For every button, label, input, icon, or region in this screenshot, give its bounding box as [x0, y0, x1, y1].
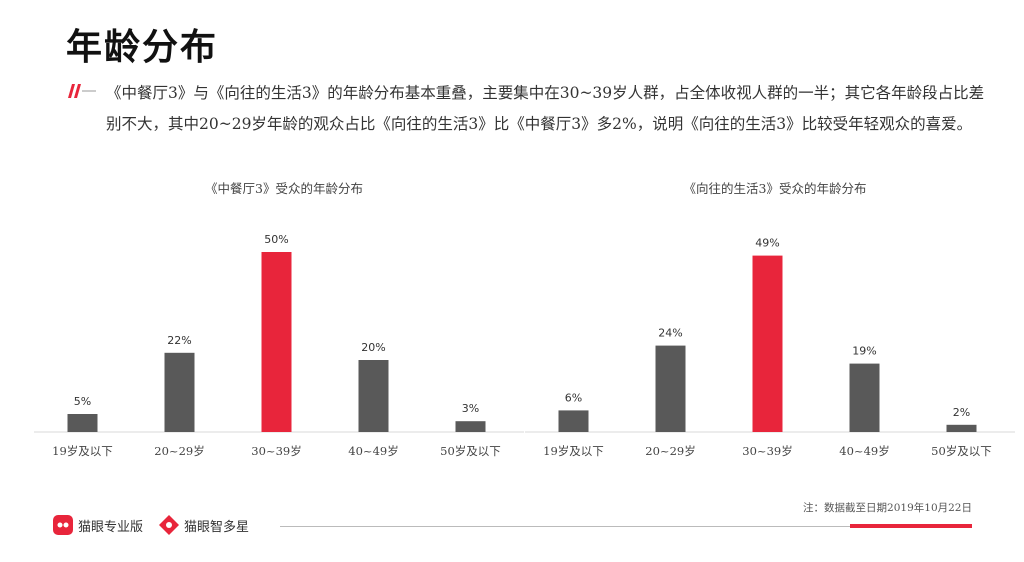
bar-4	[455, 421, 486, 432]
value-label-4: 3%	[462, 402, 479, 415]
bar-0	[558, 410, 589, 432]
logo-b-text: 猫眼智多星	[184, 519, 250, 535]
category-label-0: 19岁及以下	[543, 444, 604, 458]
summary-text: 《中餐厅3》与《向往的生活3》的年龄分布基本重叠，主要集中在30~39岁人群，占…	[106, 84, 985, 133]
maoyan-zhiduoxing-logo: 猫眼智多星	[158, 512, 249, 538]
category-label-3: 40~49岁	[839, 444, 889, 458]
bar-4	[946, 424, 977, 432]
chart-svg: 5% 19岁及以下 22% 20~29岁 50% 30~39岁 20% 40~49岁 3% 50岁…	[34, 233, 524, 458]
value-label-1: 24%	[658, 327, 682, 340]
slash-accent-icon	[68, 84, 96, 98]
star-logo-icon	[159, 515, 179, 535]
footer-accent-bar	[850, 524, 972, 528]
bar-3	[849, 363, 880, 432]
maoyan-pro-logo: 猫眼专业版	[52, 512, 143, 538]
bar-3	[358, 360, 389, 432]
bar-1	[164, 352, 195, 432]
chart-title: 《中餐厅3》受众的年龄分布	[205, 181, 363, 196]
value-label-1: 22%	[167, 334, 191, 347]
category-label-4: 50岁及以下	[931, 444, 992, 458]
chart-zhongcanting: 《中餐厅3》受众的年龄分布 5% 19岁及以下 22% 20~29岁 50% 30~39岁…	[34, 172, 534, 472]
category-label-1: 20~29岁	[645, 444, 695, 458]
value-label-2: 49%	[755, 237, 779, 250]
chart-title: 《向往的生活3》受众的年龄分布	[683, 181, 867, 196]
category-label-0: 19岁及以下	[52, 444, 113, 458]
footer-divider	[280, 526, 972, 527]
value-label-3: 20%	[361, 341, 385, 354]
value-label-0: 5%	[74, 395, 91, 408]
chart-xiangwang: 《向往的生活3》受众的年龄分布 6% 19岁及以下 24% 20~29岁 49% 30~3…	[525, 172, 1024, 472]
category-label-2: 30~39岁	[251, 444, 301, 458]
logo-a-text: 猫眼专业版	[78, 519, 144, 535]
category-label-4: 50岁及以下	[440, 444, 501, 458]
bar-0	[67, 414, 98, 432]
category-label-3: 40~49岁	[348, 444, 398, 458]
category-label-2: 30~39岁	[742, 444, 792, 458]
category-label-1: 20~29岁	[154, 444, 204, 458]
cat-logo-icon	[53, 515, 73, 535]
bar-2	[752, 255, 783, 432]
data-date-note: 注：数据截至日期2019年10月22日	[803, 502, 972, 514]
chart-svg: 6% 19岁及以下 24% 20~29岁 49% 30~39岁 19% 40~49岁 2% 50岁…	[525, 237, 1015, 458]
bar-2	[261, 252, 292, 432]
value-label-4: 2%	[953, 406, 970, 419]
page-title: 年龄分布	[66, 27, 219, 68]
value-label-0: 6%	[565, 391, 582, 404]
value-label-3: 19%	[852, 345, 876, 358]
value-label-2: 50%	[264, 233, 288, 246]
bar-1	[655, 345, 686, 432]
